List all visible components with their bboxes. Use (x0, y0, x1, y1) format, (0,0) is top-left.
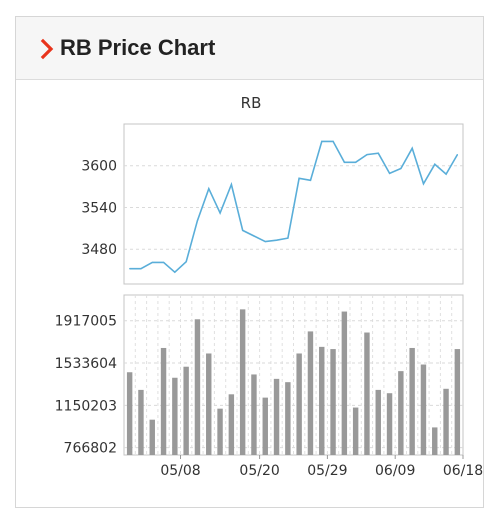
price-line-chart: 3480 3540 3600 (81, 123, 464, 285)
volume-bar (307, 331, 314, 455)
volume-bar (251, 374, 257, 455)
volume-bar (206, 353, 212, 455)
volume-tick-label: 1533604 (55, 356, 117, 372)
price-point (366, 154, 368, 156)
price-point (434, 163, 436, 165)
volume-bar (443, 388, 449, 455)
volume-bar (160, 347, 167, 455)
volume-bar (386, 393, 393, 455)
volume-bar (296, 353, 302, 455)
price-point (377, 152, 379, 154)
price-point (230, 183, 232, 186)
price-chart-title: RB (241, 94, 262, 112)
volume-tick-label: 1917005 (55, 314, 117, 330)
price-point (174, 271, 176, 273)
volume-bar (398, 371, 404, 455)
volume-bar (149, 419, 155, 455)
price-point (242, 229, 244, 232)
panel-header: RB Price Chart (16, 17, 483, 80)
price-point (321, 140, 323, 142)
price-point (129, 268, 131, 270)
x-tick-label: 05/20 (239, 463, 279, 479)
price-point (445, 173, 447, 175)
volume-bar (262, 397, 268, 455)
price-tick-label: 3540 (81, 200, 117, 216)
x-tick-label: 05/08 (160, 463, 200, 479)
price-point (196, 220, 199, 222)
volume-bar (409, 347, 415, 455)
volume-bar (172, 377, 178, 455)
price-point (162, 261, 165, 264)
volume-bar (217, 408, 223, 455)
price-point (298, 177, 300, 179)
price-point (309, 179, 312, 181)
price-point (343, 161, 345, 163)
price-point (400, 167, 402, 170)
price-tick-label: 3600 (81, 159, 117, 175)
volume-bar (341, 311, 348, 455)
price-point (208, 188, 210, 190)
volume-bar (364, 332, 370, 455)
price-point (253, 235, 255, 237)
price-point (140, 268, 142, 270)
price-point (219, 212, 221, 214)
volume-bar (239, 309, 246, 455)
price-point (287, 237, 289, 239)
volume-bar (126, 372, 133, 455)
price-point (456, 154, 458, 156)
price-point (422, 183, 425, 185)
price-point (185, 261, 187, 263)
volume-tick-label: 766802 (64, 441, 117, 457)
volume-bar (138, 389, 144, 455)
volume-bar (375, 389, 381, 455)
volume-bar-chart: 766802 1150203 1533604 1917005 05/08 05/20 05/… (55, 294, 483, 479)
price-point (388, 172, 391, 174)
volume-bar (454, 349, 461, 455)
x-tick-label: 06/09 (375, 463, 415, 479)
volume-bar (183, 366, 189, 455)
price-point (151, 261, 153, 264)
volume-bar (194, 319, 201, 455)
price-point (355, 161, 357, 163)
price-point (411, 147, 413, 149)
volume-tick-label: 1150203 (55, 398, 117, 414)
price-line (129, 140, 459, 274)
volume-bar (432, 427, 438, 455)
panel-title: RB Price Chart (60, 35, 216, 60)
volume-bar (285, 382, 291, 455)
price-point (275, 239, 278, 241)
price-point (332, 140, 334, 142)
price-point (264, 240, 266, 243)
volume-bar (319, 346, 325, 455)
volume-bar (228, 394, 235, 455)
volume-bar (330, 349, 336, 455)
chevron-right-icon (40, 38, 54, 60)
x-tick-label: 06/18 (443, 463, 483, 479)
volume-bar (352, 407, 359, 455)
price-tick-label: 3480 (81, 242, 117, 258)
volume-bar (420, 364, 427, 455)
x-tick-label: 05/29 (307, 463, 347, 479)
volume-bar (273, 378, 280, 455)
